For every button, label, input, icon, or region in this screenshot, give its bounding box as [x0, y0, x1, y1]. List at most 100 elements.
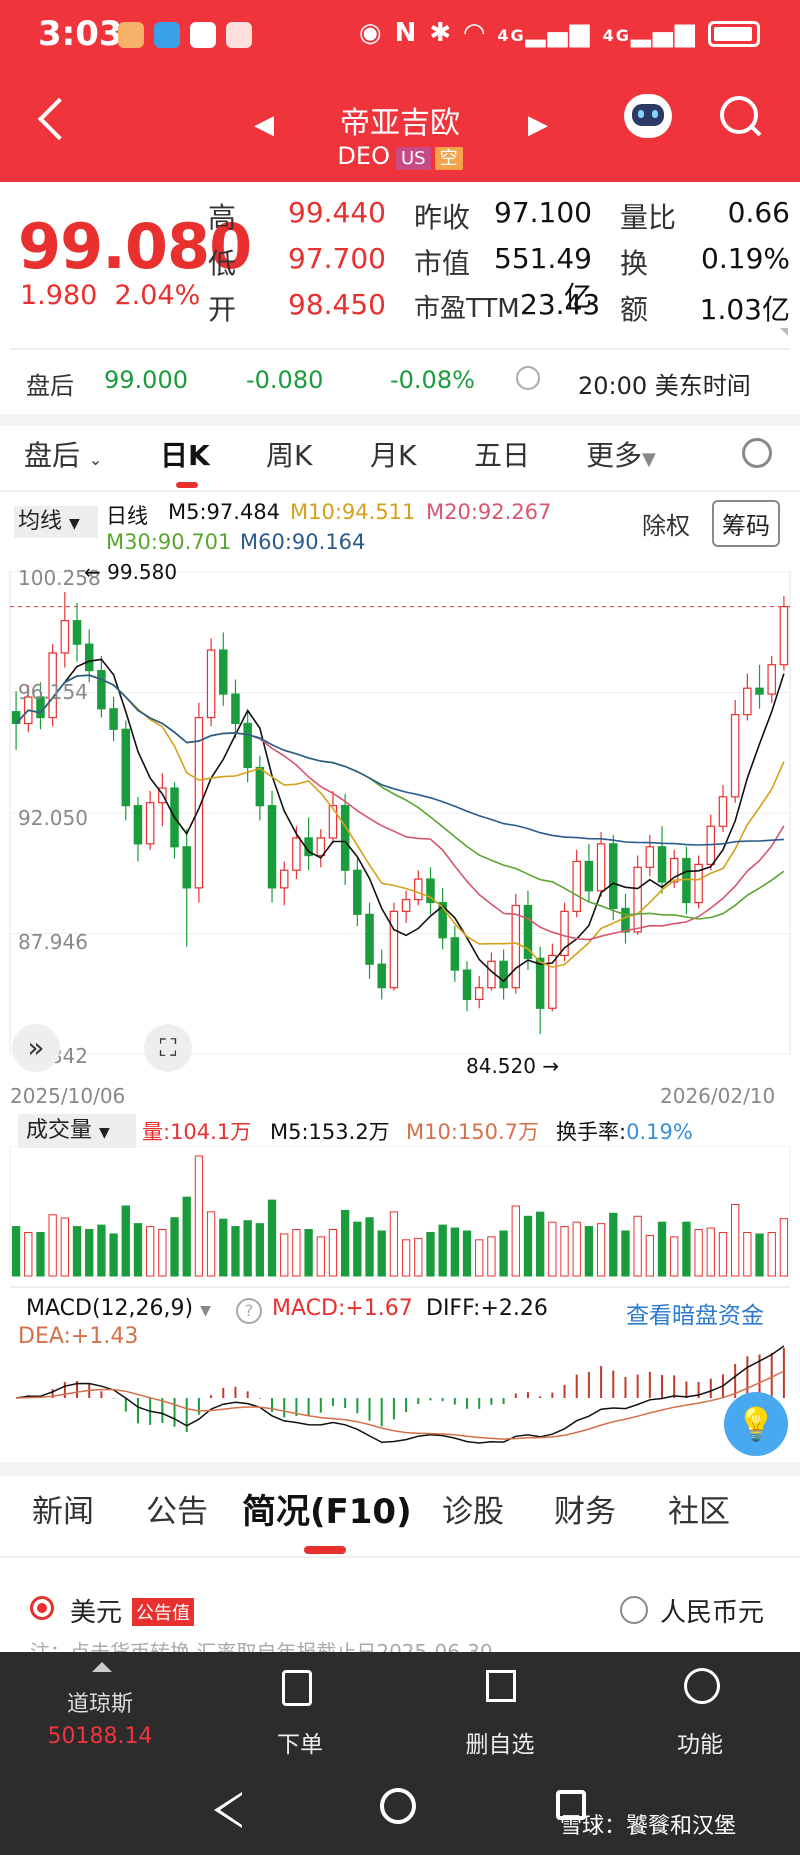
volume-bar [657, 1221, 667, 1277]
index-value: 50188.14 [47, 1724, 153, 1749]
tab-financials[interactable]: 财务 [554, 1494, 616, 1530]
ticker: DEO [337, 142, 390, 170]
help-icon[interactable]: ? [236, 1298, 262, 1324]
market-badge: US [395, 147, 431, 170]
candle-body [182, 846, 191, 889]
candlestick-chart[interactable] [0, 556, 800, 1076]
function-label[interactable]: 功能 [677, 1732, 723, 1758]
caret-down-icon: ▼ [69, 516, 80, 532]
ma5-line [15, 658, 785, 983]
volume-bar [511, 1205, 520, 1277]
volume-bar [706, 1227, 715, 1277]
divider [10, 348, 790, 350]
expand-icon[interactable] [780, 328, 788, 336]
candle-body [426, 878, 435, 904]
after-hours-change: -0.080 [246, 366, 324, 394]
exright-button[interactable]: 除权 [642, 512, 690, 540]
date-start: 2025/10/06 [10, 1084, 126, 1108]
volume-bar [523, 1215, 533, 1277]
low-label: 低 [208, 247, 237, 280]
volume-chart [9, 1146, 791, 1277]
candle-body [535, 957, 545, 1009]
system-home-icon[interactable] [380, 1788, 416, 1824]
volume-bar [109, 1233, 118, 1277]
candle-body [255, 766, 265, 807]
amount-value: 1.03亿 [699, 293, 790, 326]
volume-bar [133, 1223, 143, 1277]
candle-body [267, 805, 277, 889]
volume-selector[interactable]: 成交量 ▼ [18, 1114, 136, 1148]
tab-more[interactable]: 更多▼ [586, 434, 656, 474]
volume-bar [609, 1212, 618, 1277]
watermark: 雪球：饕餮和汉堡 [560, 1814, 737, 1839]
ma10-line [15, 674, 785, 968]
tab-f10[interactable]: 简况(F10) [242, 1492, 412, 1532]
store-notification-icon [190, 22, 216, 48]
volume-bar [377, 1230, 386, 1277]
lightbulb-icon[interactable]: 💡 [724, 1392, 788, 1456]
index-name[interactable]: 道琼斯 [66, 1692, 133, 1717]
dea-line [16, 1370, 785, 1440]
ma30: M30:90.701 [106, 530, 232, 554]
order-label[interactable]: 下单 [277, 1732, 323, 1758]
candle-body [450, 937, 460, 971]
tab-after-hours[interactable]: 盘后 ⌄ [24, 434, 102, 474]
dark-pool-link[interactable]: 查看暗盘资金 [626, 1303, 764, 1329]
clock-icon [516, 366, 540, 390]
prev-stock-icon[interactable]: ◀ [254, 110, 274, 140]
volratio-label: 量比 [620, 201, 677, 234]
function-icon[interactable] [684, 1668, 720, 1704]
signal1-icon: ▂▄▆ [525, 18, 592, 48]
after-hours-pct: -0.08% [390, 366, 475, 394]
order-icon[interactable] [282, 1670, 312, 1706]
system-recents-icon[interactable] [556, 1790, 586, 1820]
tab-community[interactable]: 社区 [668, 1494, 730, 1530]
candle-body [584, 860, 594, 892]
search-icon[interactable] [720, 96, 758, 134]
candle-body [487, 960, 496, 989]
volume-frame [9, 1146, 791, 1277]
volume-bar [682, 1221, 691, 1277]
volume-turnover: 换手率:0.19% [556, 1116, 693, 1146]
turnover-value: 0.19% [626, 1120, 693, 1144]
settings-icon[interactable] [742, 438, 772, 468]
macd-selector[interactable]: MACD(12,26,9) ▼ [26, 1296, 211, 1321]
volume-bar [182, 1196, 191, 1277]
usd-radio[interactable] [30, 1596, 54, 1620]
tab-five-day[interactable]: 五日 [474, 439, 531, 472]
ma60: M60:90.164 [240, 530, 366, 554]
tab-announcements[interactable]: 公告 [146, 1494, 208, 1530]
candle-body [84, 643, 94, 672]
tab-news[interactable]: 新闻 [32, 1494, 94, 1530]
candle-body [48, 652, 57, 719]
chips-button[interactable]: 筹码 [712, 500, 780, 547]
tab-diagnosis[interactable]: 诊股 [442, 1494, 504, 1530]
expand-left-icon[interactable]: » [12, 1024, 60, 1072]
diff-line [15, 1345, 785, 1444]
tab-weekly-k[interactable]: 周K [266, 439, 313, 472]
ma10: M10:94.511 [290, 500, 416, 524]
next-stock-icon[interactable]: ▶ [528, 110, 548, 140]
status-bar: 3:03 ◉ N ✱ ◠ 4G▂▄▆ 4G▂▄▆ [0, 0, 800, 82]
robot-assistant-icon[interactable] [624, 94, 672, 138]
tab-monthly-k[interactable]: 月K [370, 439, 417, 472]
volume-bar [304, 1229, 313, 1277]
volume-bar [206, 1211, 216, 1277]
ma20-line [15, 674, 785, 941]
ma-selector[interactable]: 均线 ▼ [14, 506, 98, 538]
volume-bar [584, 1226, 594, 1277]
macd-diff: DIFF:+2.26 [426, 1296, 548, 1321]
volume-bar [328, 1229, 338, 1277]
caret-down-icon: ▼ [642, 449, 656, 470]
fullscreen-icon[interactable]: ⛶ [144, 1024, 192, 1072]
tab-daily-k[interactable]: 日K [160, 439, 210, 472]
volume-bar [548, 1221, 557, 1277]
chevron-down-icon: ⌄ [88, 450, 103, 469]
volume-bar [499, 1230, 508, 1277]
delete-watchlist-label[interactable]: 删自选 [465, 1732, 535, 1758]
rmb-radio[interactable] [620, 1596, 648, 1624]
volume-bar [389, 1211, 399, 1277]
remove-watchlist-icon[interactable] [486, 1670, 516, 1702]
net2-label: 4G [602, 26, 631, 45]
expand-up-icon[interactable] [92, 1662, 112, 1672]
